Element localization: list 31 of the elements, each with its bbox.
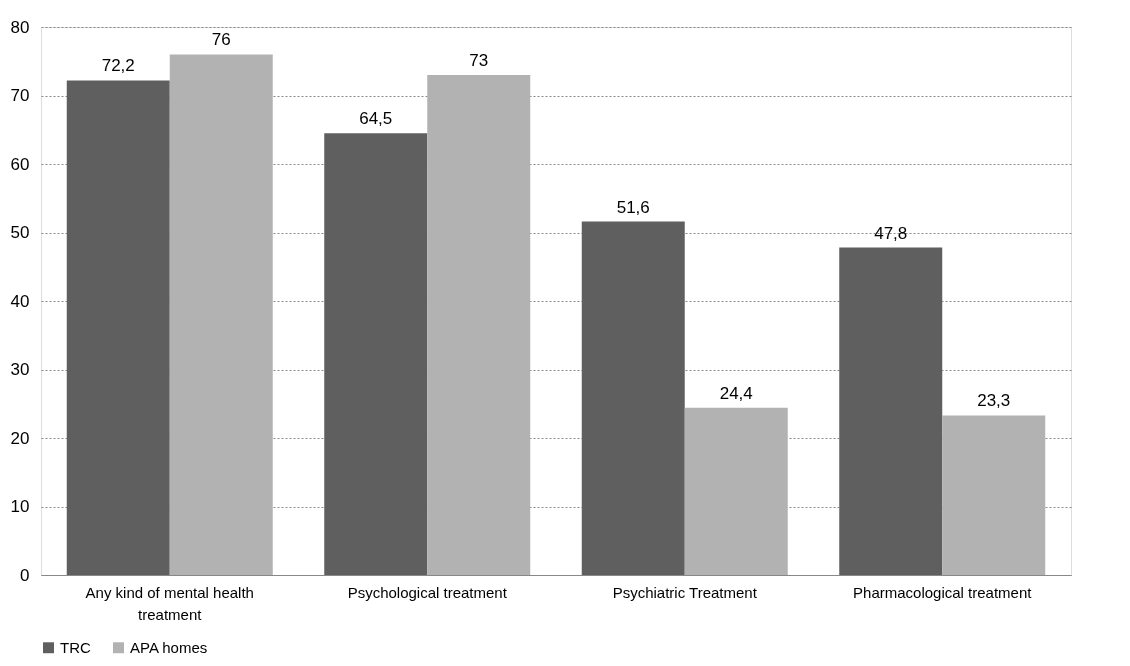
y-tick-label: 40 bbox=[10, 291, 30, 311]
data-label: 73 bbox=[469, 50, 489, 70]
y-tick-label: 70 bbox=[10, 86, 30, 105]
data-label: 24,4 bbox=[719, 383, 753, 403]
y-tick-label: 0 bbox=[20, 565, 30, 585]
y-tick-label: 10 bbox=[10, 497, 30, 516]
data-label: 51,6 bbox=[616, 197, 650, 217]
bar bbox=[66, 80, 170, 575]
bar bbox=[427, 74, 531, 575]
legend-label: APA homes bbox=[130, 638, 208, 656]
data-label: 72,2 bbox=[101, 56, 135, 76]
y-tick-label: 60 bbox=[10, 154, 30, 174]
legend-label: TRC bbox=[60, 638, 91, 656]
bar bbox=[684, 407, 788, 575]
bar bbox=[324, 133, 428, 575]
data-label: 47,8 bbox=[874, 223, 908, 243]
y-tick-label: 80 bbox=[10, 17, 30, 37]
y-tick-label: 50 bbox=[10, 223, 30, 242]
bar bbox=[839, 247, 943, 575]
y-tick-label: 20 bbox=[10, 428, 30, 448]
x-tick-label: Psychiatric Treatment bbox=[612, 583, 758, 601]
bar bbox=[581, 221, 685, 575]
bar bbox=[169, 54, 273, 575]
data-label: 76 bbox=[211, 30, 231, 50]
data-label: 23,3 bbox=[977, 391, 1011, 411]
bar bbox=[942, 415, 1046, 575]
x-tick-label: Pharmacological treatment bbox=[853, 583, 1033, 601]
x-tick-label: Any kind of mental health treatment bbox=[85, 583, 254, 623]
y-tick-label: 30 bbox=[10, 360, 30, 379]
data-label: 64,5 bbox=[359, 109, 393, 129]
x-tick-label: Psychological treatment bbox=[347, 583, 508, 601]
